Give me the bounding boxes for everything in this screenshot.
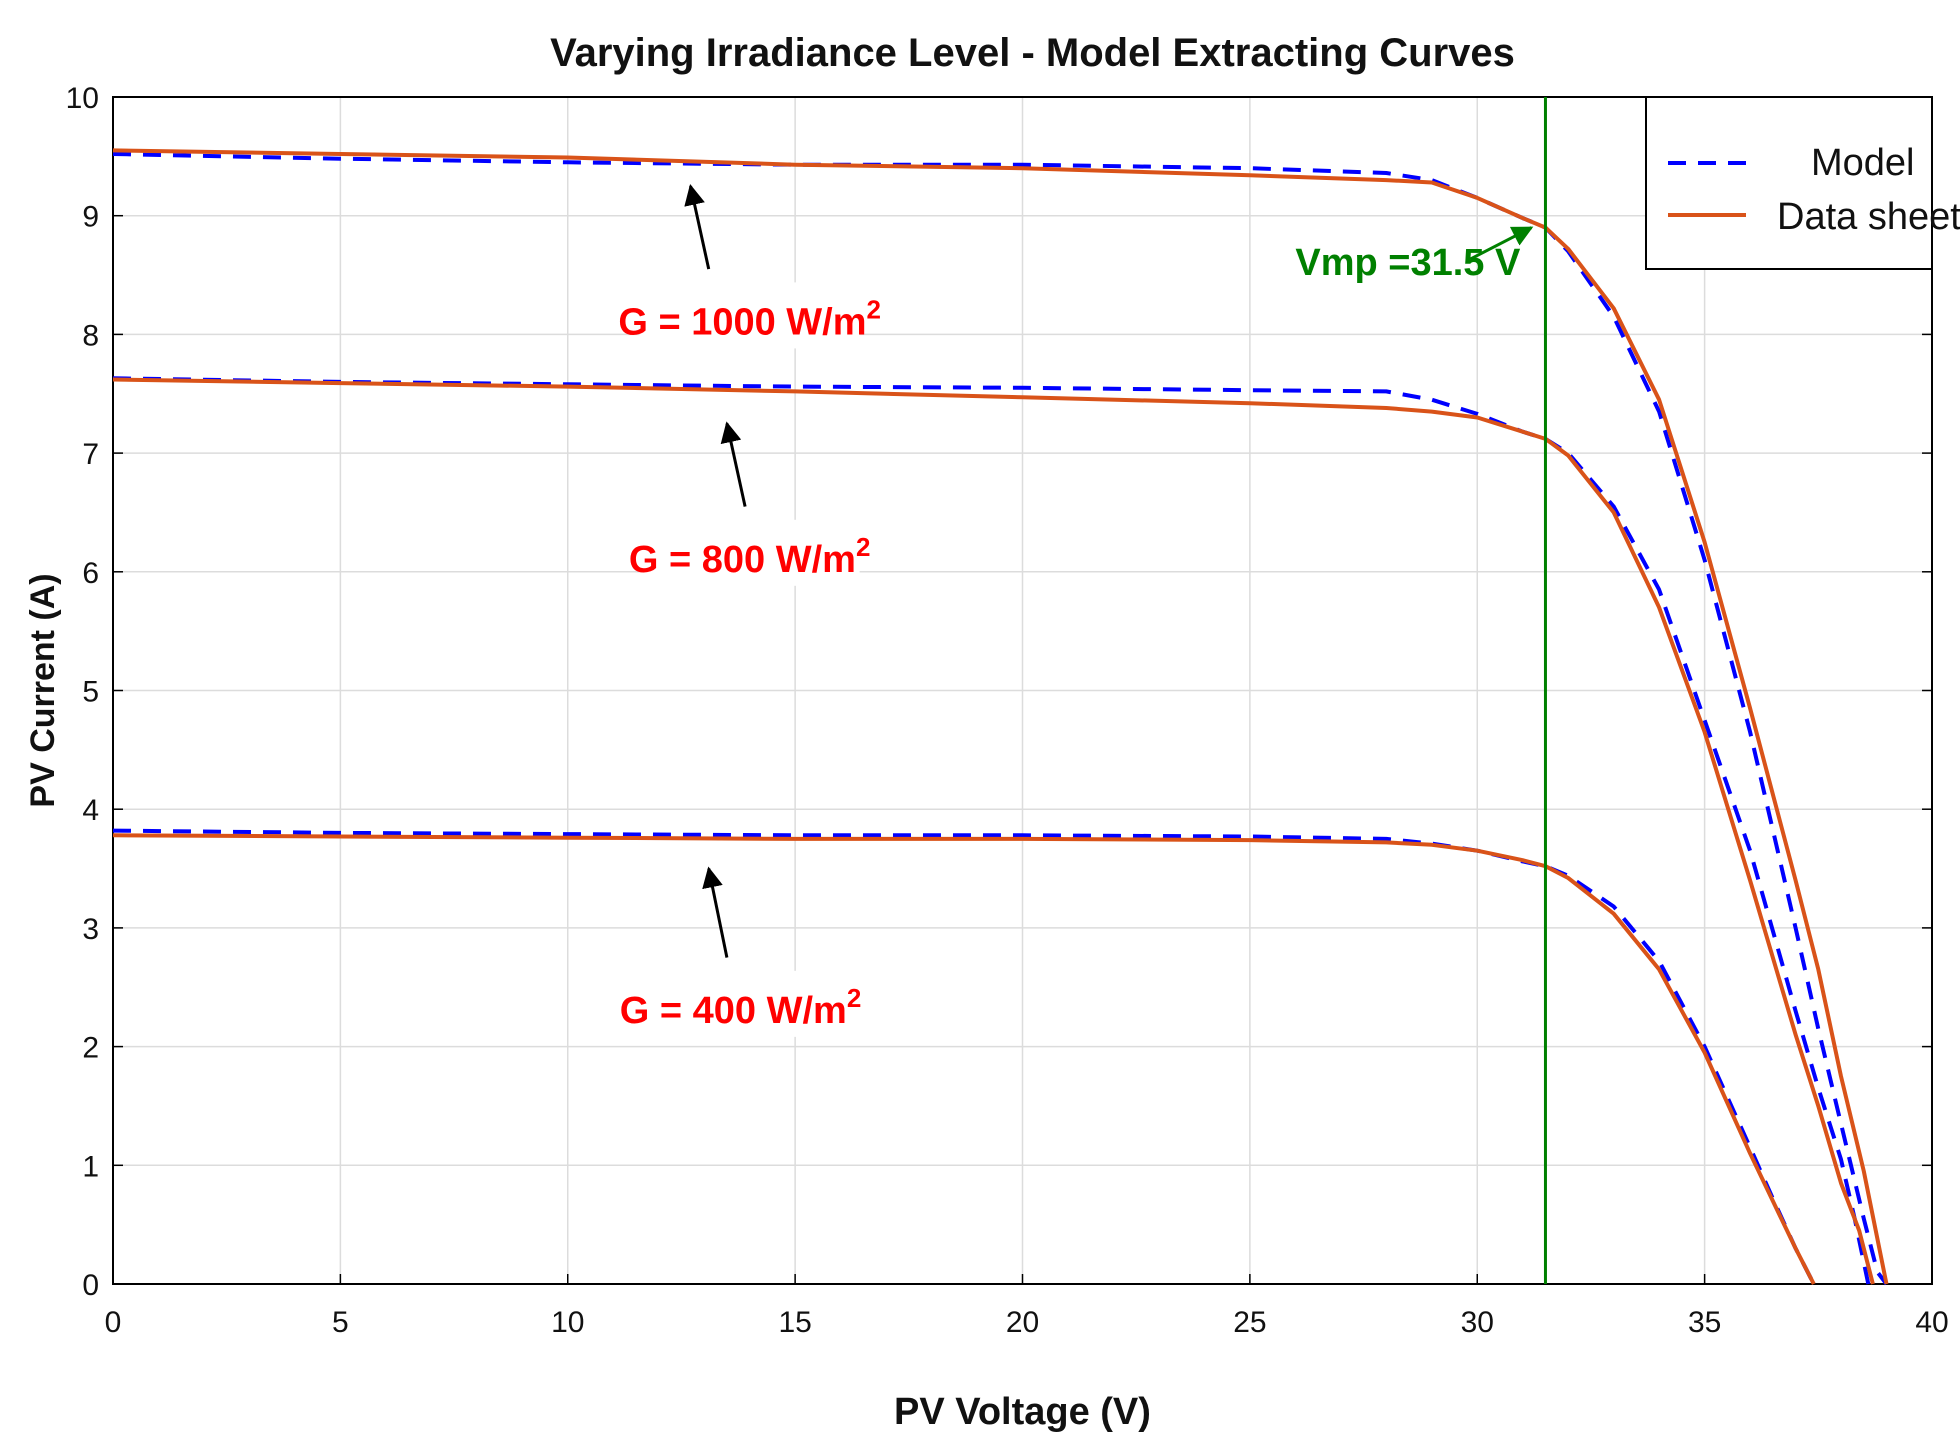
x-axis-title: PV Voltage (V): [894, 1391, 1151, 1433]
irradiance-label-sup: 2: [847, 983, 861, 1013]
irradiance-arrow: [720, 421, 747, 507]
legend-box: [1645, 96, 1933, 270]
irradiance-label-text: G = 800 W/m: [629, 539, 856, 581]
x-tick-label: 20: [1006, 1306, 1039, 1339]
chart-title: Varying Irradiance Level - Model Extract…: [550, 31, 1515, 75]
y-tick-label: 3: [82, 913, 99, 946]
y-tick-label: 10: [66, 82, 99, 115]
irradiance-label: G = 800 W/m2: [629, 532, 871, 581]
x-tick-label: 25: [1233, 1306, 1266, 1339]
irradiance-label-text: G = 400 W/m: [620, 990, 847, 1032]
model-curve-g400: [112, 828, 1816, 1285]
y-tick-label: 9: [82, 201, 99, 234]
legend-model-label: Model: [1811, 142, 1915, 184]
irradiance-label-bg: [630, 970, 851, 1037]
irradiance-label-sup: 2: [867, 294, 881, 324]
annotations: Vmp =31.5 VG = 1000 W/m2G = 800 W/m2G = …: [618, 97, 1547, 1284]
axis-ticks: 0 5 10 15 20 25 30 35 40 0 1 2 3 4 5 6 7 8 9 10: [66, 82, 1949, 1339]
irradiance-arrow: [684, 183, 711, 270]
datasheet-curve-g1000: [112, 148, 1889, 1285]
legend-datasheet-label: Data sheet: [1777, 196, 1960, 238]
series-lines: [112, 148, 1889, 1286]
x-tick-label: 10: [551, 1306, 584, 1339]
x-tick-label: 15: [778, 1306, 811, 1339]
irradiance-label: G = 400 W/m2: [620, 983, 862, 1032]
irradiance-label-bg: [639, 519, 860, 586]
irradiance-label-bg: [639, 282, 860, 349]
y-tick-label: 1: [82, 1150, 99, 1183]
x-tick-label: 30: [1461, 1306, 1494, 1339]
y-tick-label: 6: [82, 557, 99, 590]
irradiance-label-text: G = 1000 W/m: [618, 301, 866, 343]
y-tick-label: 4: [82, 794, 99, 827]
x-tick-label: 40: [1915, 1306, 1948, 1339]
datasheet-curve-g400: [112, 833, 1816, 1285]
legend: Model Data sheet: [1645, 96, 1960, 270]
irradiance-arrow: [702, 866, 729, 958]
grid: [112, 96, 1933, 1285]
x-tick-label: 0: [105, 1306, 122, 1339]
x-tick-label: 5: [332, 1306, 349, 1339]
y-tick-label: 8: [82, 319, 99, 352]
y-axis-title: PV Current (A): [24, 573, 62, 807]
vmp-arrow: [1469, 226, 1534, 261]
datasheet-curve-g800: [112, 377, 1875, 1285]
model-curve-g800: [112, 376, 1871, 1285]
vmp-label: Vmp =31.5 V: [1295, 242, 1521, 284]
irradiance-label-sup: 2: [856, 532, 870, 562]
x-tick-label: 35: [1688, 1306, 1721, 1339]
y-tick-label: 5: [82, 676, 99, 709]
y-tick-label: 7: [82, 438, 99, 471]
y-tick-label: 2: [82, 1032, 99, 1065]
y-tick-label: 0: [82, 1269, 99, 1302]
irradiance-label: G = 1000 W/m2: [618, 294, 881, 343]
